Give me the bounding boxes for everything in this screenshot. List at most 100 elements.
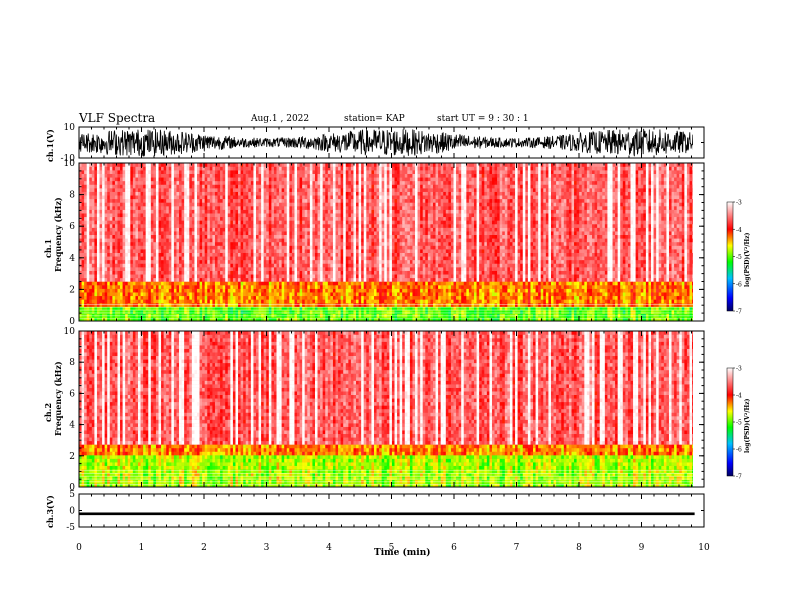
ch1-spectrogram-cell	[350, 295, 354, 300]
ch1-spectrogram-cell	[471, 292, 475, 297]
ch1-spectrogram-cell	[235, 256, 239, 261]
ch1-spectrogram-cell	[571, 270, 575, 275]
ch1-spectrogram-cell	[350, 263, 354, 268]
ch1-spectrogram-cell	[350, 306, 354, 311]
ch1-spectrogram-cell	[656, 256, 659, 261]
ch1-spectrogram-cell	[458, 259, 462, 264]
ch1-spectrogram-cell	[520, 249, 523, 253]
ch1-spectrogram-cell	[545, 299, 549, 304]
ch1-spectrogram-cell	[633, 295, 636, 300]
ch1-spectrogram-cell	[94, 303, 98, 307]
ch1-spectrogram-cell	[468, 285, 472, 289]
ch1-spectrogram-cell	[504, 277, 508, 282]
ch1-spectrogram-cell	[674, 252, 677, 257]
ch1-spectrogram-cell	[248, 249, 252, 253]
ch1-spectrogram-cell	[391, 288, 395, 293]
ch1-spectrogram-cell	[345, 288, 349, 293]
ch1-spectrogram-cell	[114, 259, 118, 264]
ch1-spectrogram-cell	[486, 256, 490, 261]
ch1-spectrogram-cell	[417, 295, 421, 300]
ch1-spectrogram-cell	[125, 274, 128, 279]
ch1-spectrogram-cell	[371, 249, 375, 253]
ch1-spectrogram-cell	[399, 270, 403, 275]
ch1-spectrogram-cell	[489, 256, 493, 261]
ch1-spectrogram-cell	[373, 274, 377, 279]
ch1-spectrogram-cell	[358, 274, 362, 279]
ch1-spectrogram-cell	[484, 249, 488, 253]
ch1-spectrogram-cell	[143, 288, 146, 293]
ch1-spectrogram-cell	[533, 303, 536, 307]
ch1-spectrogram-cell	[443, 285, 447, 289]
ch1-spectrogram-cell	[686, 306, 690, 311]
ch1-spectrogram-cell	[253, 270, 257, 275]
ch1-spectrogram-cell	[630, 285, 634, 289]
ch1-spectrogram-cell	[294, 303, 298, 307]
ch1-spectrogram-cell	[481, 245, 485, 250]
ch1-spectrogram-cell	[504, 256, 508, 261]
ch1-spectrogram-cell	[253, 285, 257, 289]
ch1-spectrogram-cell	[520, 281, 523, 286]
ch1-spectrogram-cell	[245, 267, 249, 271]
ch1-spectrogram-cell	[422, 245, 426, 250]
ch1-spectrogram-cell	[163, 274, 167, 279]
ch1-spectrogram-cell	[458, 303, 462, 307]
ch1-spectrogram-cell	[422, 295, 426, 300]
ch1-spectrogram-cell	[107, 299, 110, 304]
ch1-spectrogram-cell	[217, 256, 221, 261]
ch1-spectrogram-cell	[530, 249, 534, 253]
ch1-spectrogram-cell	[381, 303, 385, 307]
ch1-spectrogram-cell	[456, 267, 459, 271]
ch1-spectrogram-cell	[671, 267, 675, 271]
ch1-spectrogram-cell	[635, 274, 639, 279]
ch1-spectrogram-cell	[109, 274, 113, 279]
ch1-spectrogram-cell	[599, 303, 603, 307]
ch1-spectrogram-cell	[474, 288, 477, 293]
ch1-spectrogram-cell	[676, 285, 680, 289]
ch1-spectrogram-cell	[99, 270, 103, 275]
ch1-spectrogram-cell	[212, 306, 216, 311]
ch1-spectrogram-cell	[651, 306, 654, 311]
ch1-spectrogram-cell	[604, 263, 608, 268]
ch1-spectrogram-cell	[122, 256, 126, 261]
ch1-spectrogram-cell	[425, 267, 429, 271]
ch1-spectrogram-cell	[412, 274, 416, 279]
ch1-spectrogram-cell	[307, 267, 311, 271]
ch1-spectrogram-cell	[692, 281, 693, 286]
ch1-spectrogram-cell	[538, 292, 541, 297]
ch1-spectrogram-cell	[627, 256, 631, 261]
ch1-spectrogram-cell	[463, 256, 467, 261]
ch1-spectrogram-cell	[415, 303, 418, 307]
ch1-spectrogram-cell	[335, 292, 339, 297]
ch1-spectrogram-cell	[120, 256, 123, 261]
ch1-spectrogram-cell	[597, 259, 600, 264]
ch1-spectrogram-cell	[196, 270, 200, 275]
ch1-spectrogram-cell	[368, 281, 372, 286]
ch1-spectrogram-cell	[540, 267, 544, 271]
ch1-spectrogram-cell	[276, 295, 280, 300]
ch1-spectrogram-cell	[517, 267, 521, 271]
ch1-spectrogram-cell	[540, 277, 544, 282]
ch1-spectrogram-cell	[553, 249, 557, 253]
ch1-spectrogram-cell	[276, 252, 280, 257]
ch1-spectrogram-cell	[653, 292, 657, 297]
ch1-spectrogram-cell	[307, 277, 311, 282]
ch1-spectrogram-cell	[284, 306, 287, 311]
ch1-spectrogram-cell	[643, 267, 647, 271]
ch1-spectrogram-cell	[79, 274, 82, 279]
ch1-spectrogram-cell	[484, 274, 488, 279]
ch1-spectrogram-cell	[243, 292, 246, 297]
ch1-spectrogram-cell	[422, 259, 426, 264]
ch1-spectrogram-cell	[389, 245, 393, 250]
ch1-spectrogram-cell	[638, 267, 641, 271]
ch1-spectrogram-cell	[679, 317, 682, 321]
ch1-spectrogram-cell	[430, 281, 434, 286]
ch1-spectrogram-cell	[576, 292, 580, 297]
ch1-spectrogram-cell	[376, 245, 380, 250]
ch1-spectrogram-cell	[540, 303, 544, 307]
ch1-spectrogram-cell	[666, 306, 670, 311]
ch1-spectrogram-cell	[286, 263, 290, 268]
ch1-spectrogram-cell	[250, 249, 254, 253]
ch1-spectrogram-cell	[125, 303, 128, 307]
ch1-spectrogram-cell	[512, 285, 516, 289]
ch1-spectrogram-cell	[335, 310, 339, 315]
